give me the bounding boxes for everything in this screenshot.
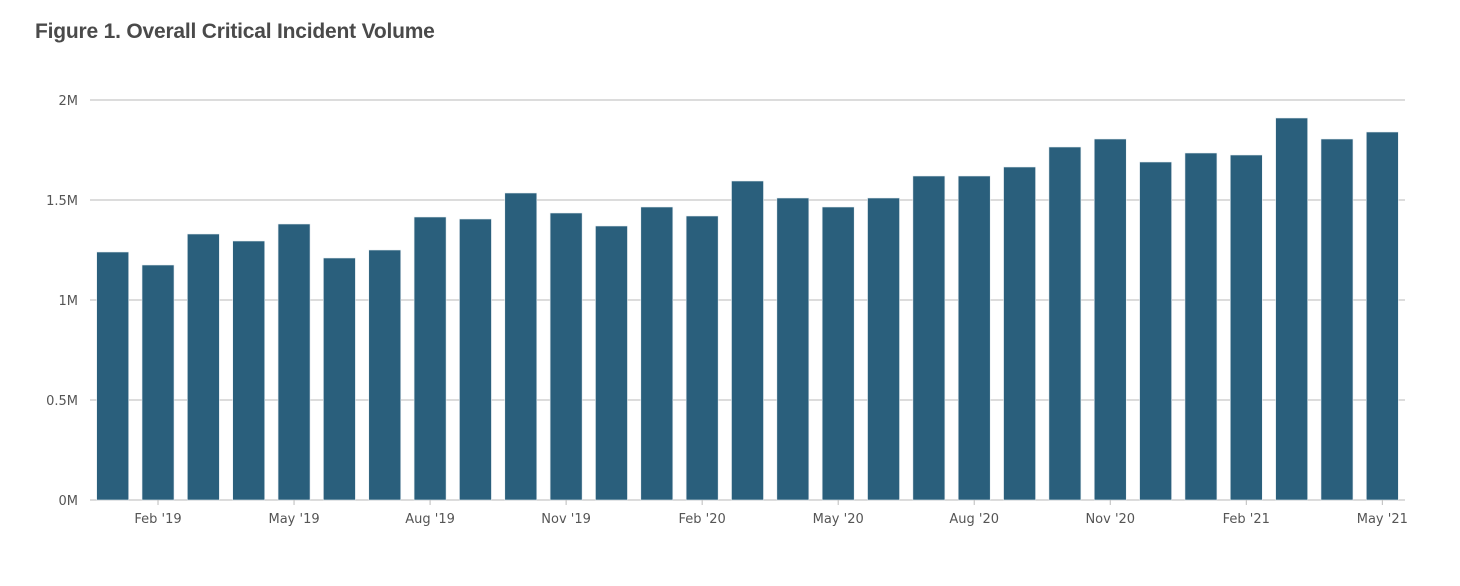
bar-may-21: [1366, 131, 1399, 501]
x-tick-label: Feb '20: [679, 512, 726, 527]
bar-jun-19: [323, 257, 356, 501]
bar-dec-19: [595, 225, 628, 501]
bar-jul-20: [912, 175, 946, 501]
y-tick-label: 0.5M: [46, 394, 78, 409]
x-tick-label: Aug '19: [405, 512, 455, 527]
bar-mar-19: [187, 233, 220, 501]
bar-feb-20: [685, 215, 719, 501]
x-tick-label: Nov '19: [541, 512, 591, 527]
bar-jul-19: [368, 249, 402, 501]
bar-may-20: [821, 206, 855, 501]
bar-jan-19: [96, 251, 129, 501]
bar-mar-21: [1275, 117, 1308, 501]
bar-oct-20: [1048, 146, 1082, 501]
x-tick-label: Feb '21: [1223, 512, 1270, 527]
x-tick-label: Nov '20: [1085, 512, 1135, 527]
bar-feb-21: [1229, 154, 1263, 501]
bar-feb-19: [141, 264, 175, 501]
y-tick-label: 0M: [59, 494, 79, 509]
bar-aug-20: [957, 175, 991, 501]
bar-apr-20: [776, 197, 810, 501]
bar-sep-19: [459, 218, 492, 501]
x-tick-label: Feb '19: [134, 512, 181, 527]
bar-nov-20: [1093, 138, 1127, 501]
bar-may-19: [277, 223, 311, 501]
bar-apr-19: [232, 240, 266, 501]
y-tick-label: 1.5M: [46, 194, 78, 209]
bar-oct-19: [504, 192, 538, 501]
y-tick-label: 2M: [59, 94, 79, 109]
y-tick-label: 1M: [59, 294, 79, 309]
bar-jan-21: [1184, 152, 1218, 501]
bar-dec-20: [1139, 161, 1172, 501]
x-tick-label: Aug '20: [949, 512, 999, 527]
bar-aug-19: [413, 216, 447, 501]
x-tick-label: May '20: [813, 512, 864, 527]
chart-title: Figure 1. Overall Critical Incident Volu…: [35, 20, 435, 43]
bar-apr-21: [1320, 138, 1354, 501]
bar-jun-20: [867, 197, 900, 501]
bar-nov-19: [549, 212, 583, 501]
bar-sep-20: [1003, 166, 1036, 501]
bar-jan-20: [640, 206, 674, 501]
x-tick-label: May '21: [1357, 512, 1408, 527]
bar-mar-20: [731, 180, 764, 501]
x-tick-label: May '19: [268, 512, 319, 527]
